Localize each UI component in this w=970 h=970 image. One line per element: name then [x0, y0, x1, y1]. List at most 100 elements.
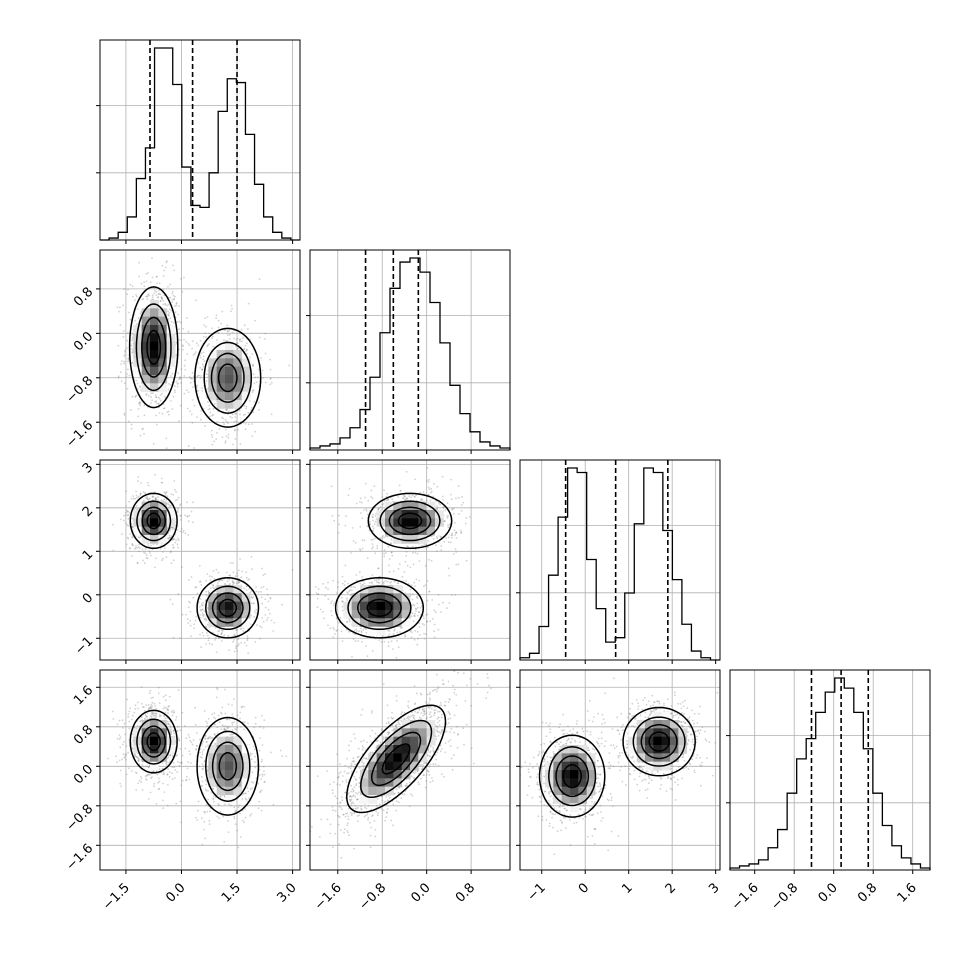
- contour-line: [129, 492, 178, 550]
- density-shading: [343, 501, 444, 636]
- x-tick-label: 1.5: [219, 880, 244, 905]
- x-tick-label: 0.0: [163, 880, 188, 905]
- contour-line: [196, 716, 260, 816]
- contour-line: [357, 592, 402, 624]
- contour-line: [205, 730, 251, 802]
- x-tick-label: 2: [663, 880, 679, 896]
- contour-line: [128, 286, 179, 409]
- panel-frame: [309, 249, 511, 451]
- contour-line: [367, 492, 453, 550]
- y-tick-label: −1: [72, 634, 96, 658]
- contour-line: [141, 316, 167, 378]
- y-tick-label: 0: [80, 591, 96, 607]
- panel-frame: [729, 669, 931, 871]
- panel-frame: [99, 39, 301, 241]
- contour-line: [562, 764, 582, 789]
- contour-line: [648, 731, 670, 752]
- contour-line: [141, 725, 167, 758]
- y-tick-label: −1.6: [63, 418, 96, 451]
- x-tick-label: −1.6: [312, 880, 345, 913]
- y-tick-label: 1: [80, 547, 96, 563]
- density-panel-2-0: [96, 459, 301, 664]
- density-panel-1-0: [96, 249, 301, 454]
- histogram-steps: [100, 47, 300, 241]
- y-tick-label: 0.8: [71, 285, 96, 310]
- contour-line: [129, 709, 178, 774]
- x-tick-label: 0: [576, 880, 592, 896]
- contour-line: [218, 752, 238, 781]
- contour-line: [370, 731, 422, 787]
- x-tick-label: 0.0: [816, 880, 841, 905]
- contour-line: [345, 704, 447, 814]
- contour-line: [205, 585, 251, 631]
- x-tick-label: 1.6: [895, 880, 920, 905]
- contour-line: [210, 352, 245, 403]
- hist-panel-2: [516, 459, 721, 664]
- contour-line: [211, 741, 244, 792]
- contour-line: [146, 329, 162, 365]
- contour-line: [397, 512, 423, 530]
- hist-panel-1: [306, 249, 511, 454]
- contour-line: [203, 341, 253, 414]
- y-tick-label: 0.0: [71, 762, 96, 787]
- density-contours: [345, 704, 447, 814]
- panel-frame: [519, 669, 721, 871]
- contour-line: [136, 718, 172, 765]
- contour-line: [141, 506, 167, 536]
- x-tick-label: −1: [525, 880, 549, 904]
- x-tick-label: 1: [619, 880, 635, 896]
- histogram-steps: [309, 257, 511, 450]
- contour-line: [146, 732, 161, 752]
- density-shading: [360, 720, 436, 804]
- density-contours: [538, 706, 696, 818]
- y-tick-label: −0.8: [63, 802, 96, 835]
- contour-line: [622, 706, 696, 777]
- contour-line: [632, 716, 686, 767]
- x-tick-label: −0.8: [356, 880, 389, 913]
- y-tick-label: 2: [80, 504, 96, 520]
- contour-line: [194, 327, 262, 428]
- contour-line: [218, 598, 238, 617]
- density-panel-3-0: [96, 669, 301, 874]
- contour-line: [640, 724, 678, 760]
- density-contours: [129, 492, 260, 639]
- panel-frame: [99, 249, 301, 451]
- contour-line: [555, 755, 590, 798]
- y-tick-label: −1.6: [63, 841, 96, 874]
- y-tick-label: 0.0: [71, 329, 96, 354]
- scatter-points: [112, 473, 294, 655]
- y-tick-label: 0.8: [71, 723, 96, 748]
- x-tick-label: 3.0: [274, 880, 299, 905]
- contour-line: [379, 500, 441, 542]
- panel-frame: [519, 459, 721, 661]
- contour-line: [381, 743, 411, 775]
- contour-line: [548, 746, 597, 807]
- y-tick-label: −0.8: [63, 374, 96, 407]
- contour-line: [334, 577, 425, 639]
- histogram-steps: [519, 467, 720, 661]
- panel-frame: [99, 669, 301, 871]
- panel-frame: [99, 459, 301, 661]
- panel-frame: [309, 459, 511, 661]
- x-tick-label: 0.0: [409, 880, 434, 905]
- contour-line: [146, 512, 161, 530]
- contour-line: [347, 585, 412, 631]
- histogram-steps: [729, 677, 931, 870]
- x-tick-label: −1.5: [100, 880, 133, 913]
- x-tick-label: 0.8: [855, 880, 880, 905]
- x-tick-label: −1.6: [729, 880, 762, 913]
- contour-line: [211, 592, 244, 624]
- x-tick-label: 3: [706, 880, 722, 896]
- y-tick-label: 1.6: [71, 683, 96, 708]
- density-panel-2-1: [306, 459, 511, 664]
- contour-line: [360, 719, 433, 799]
- density-contours: [334, 492, 453, 639]
- x-tick-label: 0.8: [453, 880, 478, 905]
- panel-frame: [309, 669, 511, 871]
- hist-panel-3: [726, 669, 931, 874]
- contour-line: [196, 577, 260, 639]
- density-contours: [129, 709, 260, 816]
- contour-line: [366, 598, 393, 617]
- contour-line: [136, 500, 172, 542]
